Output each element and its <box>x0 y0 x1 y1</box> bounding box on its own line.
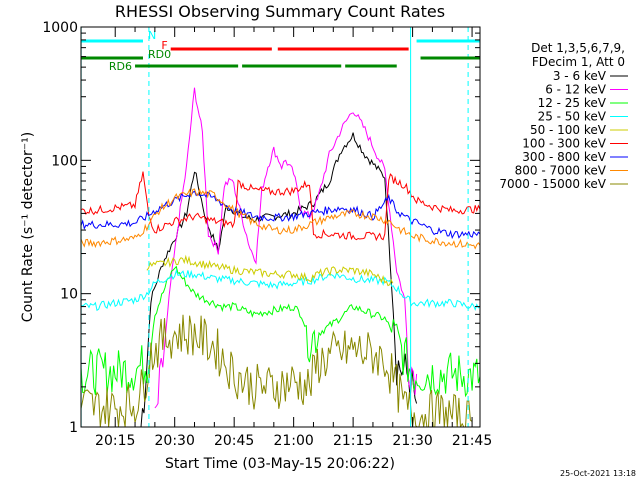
series-line <box>140 132 418 427</box>
legend-entry-label: 7000 - 15000 keV <box>499 177 606 191</box>
state-bar-label: F <box>161 39 167 52</box>
chart-title: RHESSI Observing Summary Count Rates <box>115 2 445 21</box>
series-line <box>81 265 480 398</box>
state-bar-label: RD6 <box>109 60 132 73</box>
timestamp: 25-Oct-2021 13:18 <box>560 469 636 478</box>
series-line <box>146 254 394 287</box>
y-axis-label: Count Rate (s⁻¹ detector⁻¹) <box>20 132 36 322</box>
x-tick-label: 21:15 <box>333 433 373 449</box>
series-line <box>81 190 480 240</box>
y-tick-label: 10 <box>60 287 78 303</box>
x-tick-label: 20:15 <box>95 433 135 449</box>
legend: Det 1,3,5,6,7,9,FDecim 1, Att 03 - 6 keV… <box>499 41 628 191</box>
legend-entry-label: 100 - 300 keV <box>522 137 606 151</box>
legend-entry-label: 3 - 6 keV <box>553 69 607 83</box>
series-line <box>81 268 480 312</box>
x-tick-label: 21:45 <box>452 433 492 449</box>
series-line <box>81 171 480 242</box>
series-line <box>81 188 480 250</box>
legend-entry-label: 25 - 50 keV <box>538 110 607 124</box>
series-line <box>154 87 418 409</box>
legend-entry-label: 300 - 800 keV <box>522 150 606 164</box>
legend-entry-label: 6 - 12 keV <box>545 83 607 97</box>
legend-header: FDecim 1, Att 0 <box>532 55 625 69</box>
x-tick-label: 21:30 <box>392 433 432 449</box>
legend-entry-label: 12 - 25 keV <box>538 96 607 110</box>
x-axis-label: Start Time (03-May-15 20:06:22) <box>165 456 395 472</box>
state-bar-label: RD0 <box>148 48 171 61</box>
y-tick-label: 1000 <box>42 20 78 36</box>
y-tick-label: 100 <box>51 153 78 169</box>
legend-entry-label: 50 - 100 keV <box>530 123 607 137</box>
series-line <box>81 314 473 427</box>
legend-entry-label: 800 - 7000 keV <box>515 164 607 178</box>
x-tick-label: 20:45 <box>214 433 254 449</box>
y-tick-label: 1 <box>69 420 78 436</box>
x-tick-label: 21:00 <box>273 433 313 449</box>
x-tick-label: 20:30 <box>155 433 195 449</box>
state-bar-label: N <box>148 29 156 42</box>
plot-frame <box>80 26 481 428</box>
legend-header: Det 1,3,5,6,7,9, <box>531 41 625 55</box>
